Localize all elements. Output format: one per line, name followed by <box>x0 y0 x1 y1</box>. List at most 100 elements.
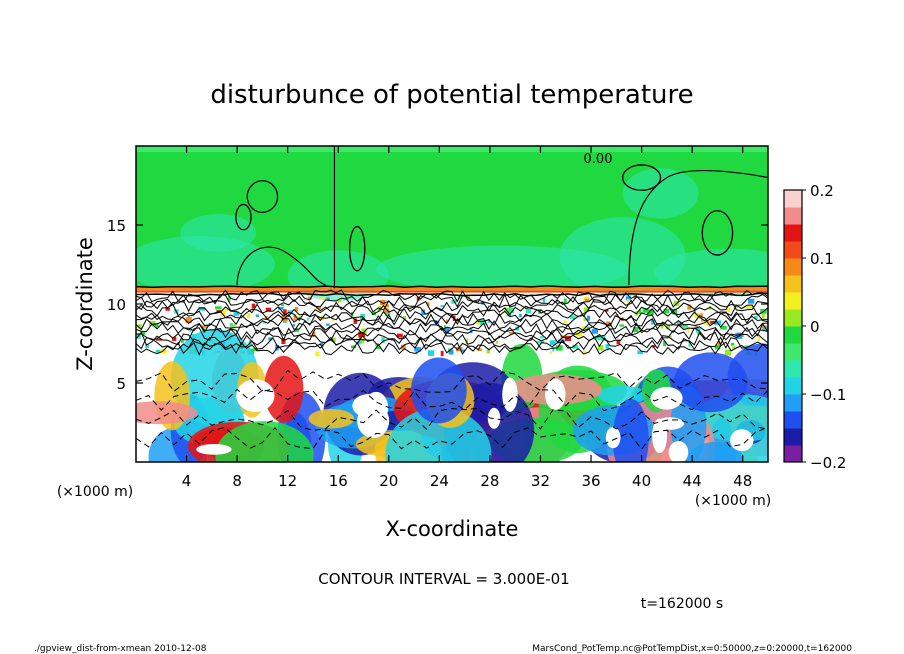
turbulence-speckle <box>315 306 322 310</box>
colorbar-swatch <box>784 241 802 259</box>
turbulence-speckle <box>586 326 590 329</box>
turbulence-speckle <box>616 339 621 345</box>
contour-loop <box>246 180 279 214</box>
turbulence-speckle <box>477 348 482 352</box>
colorbar-swatch <box>784 275 802 293</box>
turbulence-speckle <box>185 317 192 323</box>
turbulence-speckle <box>570 315 576 320</box>
turbulence-speckle <box>584 298 590 302</box>
contour-line <box>628 170 768 286</box>
turbulence-speckle <box>701 319 704 322</box>
x-tick-label: 44 <box>683 472 702 490</box>
turbulence-speckle <box>605 343 609 349</box>
turbulence-speckle <box>268 337 273 341</box>
turbulence-speckle <box>647 309 654 316</box>
turbulence-speckle <box>586 315 590 321</box>
turbulence-speckle <box>754 315 758 319</box>
turbulence-speckle <box>625 296 631 301</box>
turbulence-speckle <box>248 340 252 347</box>
anomaly-patch <box>559 217 686 297</box>
contour-loop <box>621 164 662 191</box>
turbulence-speckle <box>633 295 637 299</box>
colorbar: 0.2 0.1 0 −0.1 −0.2 <box>783 182 846 472</box>
turbulence-speckle <box>283 309 287 315</box>
contour-line <box>136 293 768 308</box>
turbulence-speckle <box>159 349 167 354</box>
turbulence-speckle <box>246 313 251 319</box>
turbulence-speckle <box>384 312 391 316</box>
turbulence-speckle <box>358 331 366 337</box>
turbulence-speckle <box>201 325 208 328</box>
plume-core <box>668 440 689 462</box>
y-tick-label: 10 <box>107 296 126 314</box>
turbulence-speckle <box>230 324 236 329</box>
turbulence-speckle <box>597 345 604 351</box>
turbulence-speckle <box>687 304 692 310</box>
turbulence-speckle <box>180 338 184 343</box>
turbulence-speckle <box>539 336 544 339</box>
plume-core <box>364 391 389 424</box>
colorbar-tick-label: −0.1 <box>810 386 846 404</box>
turbulence-speckle <box>440 304 444 308</box>
turbulence-speckle <box>145 344 149 349</box>
plume-core <box>487 407 501 429</box>
x-tick-label: 8 <box>232 472 242 490</box>
footer-left: ./gpview_dist-from-xmean 2010-12-08 <box>34 644 207 654</box>
turbulence-speckle <box>761 313 765 319</box>
turbulence-speckle <box>682 324 689 329</box>
contour-interval-label: CONTOUR INTERVAL = 3.000E-01 <box>318 570 569 588</box>
turbulence-speckle <box>281 338 286 345</box>
turbulence-speckle <box>331 337 336 342</box>
turbulence-speckle <box>461 349 466 353</box>
x-tick-label: 12 <box>278 472 297 490</box>
turbulence-speckle <box>605 309 609 312</box>
top-strip <box>136 146 768 152</box>
turbulence-speckle <box>421 309 425 316</box>
turbulence-speckle <box>215 306 222 310</box>
x-tick-label: 4 <box>182 472 192 490</box>
turbulence-speckle <box>427 350 435 356</box>
turbulence-speckle <box>726 307 731 313</box>
contour-line <box>136 331 768 346</box>
turbulence-speckle <box>281 304 285 307</box>
turbulence-speckle <box>724 349 732 356</box>
turbulence-speckle <box>293 314 297 321</box>
turbulence-speckle <box>361 328 367 334</box>
x-tick-label: 28 <box>480 472 499 490</box>
contour-line <box>136 341 768 356</box>
colorbar-swatch <box>784 309 802 327</box>
turbulence-speckle <box>443 325 446 330</box>
turbulence-speckle <box>251 303 256 309</box>
contour-line <box>136 317 768 332</box>
turbulence-speckle <box>383 308 390 313</box>
colorbar-tick-label: 0.1 <box>810 250 834 268</box>
plume-core <box>652 418 668 454</box>
turbulence-speckle <box>448 349 454 355</box>
time-label: t=162000 s <box>641 596 723 612</box>
contour-line-negative <box>136 369 768 393</box>
turbulence-speckle <box>642 307 649 313</box>
contour-line <box>236 246 326 286</box>
turbulence-speckle <box>632 327 639 333</box>
turbulence-speckle <box>444 328 450 334</box>
plume-core <box>545 378 566 411</box>
turbulence-speckle <box>626 299 630 305</box>
turbulence-speckle <box>508 307 515 314</box>
x-tick-label: 40 <box>632 472 651 490</box>
chart-title: disturbunce of potential temperature <box>210 80 693 110</box>
turbulence-speckle <box>350 345 357 349</box>
y-axis: 5 10 15 <box>107 217 768 393</box>
turbulence-speckle <box>255 314 260 317</box>
colorbar-swatch <box>784 411 802 429</box>
x-tick-label: 20 <box>379 472 398 490</box>
turbulence-speckle <box>262 321 267 324</box>
turbulence-speckle <box>582 350 587 354</box>
turbulence-speckle <box>651 319 655 325</box>
x-axis: 4 8 12 16 20 24 28 32 36 40 44 48 <box>182 146 752 490</box>
turbulence-speckle <box>294 328 299 332</box>
colorbar-swatch <box>784 190 802 208</box>
turbulence-speckle <box>233 311 240 316</box>
turbulence-speckle <box>475 320 482 325</box>
anomaly-patch <box>136 236 276 293</box>
